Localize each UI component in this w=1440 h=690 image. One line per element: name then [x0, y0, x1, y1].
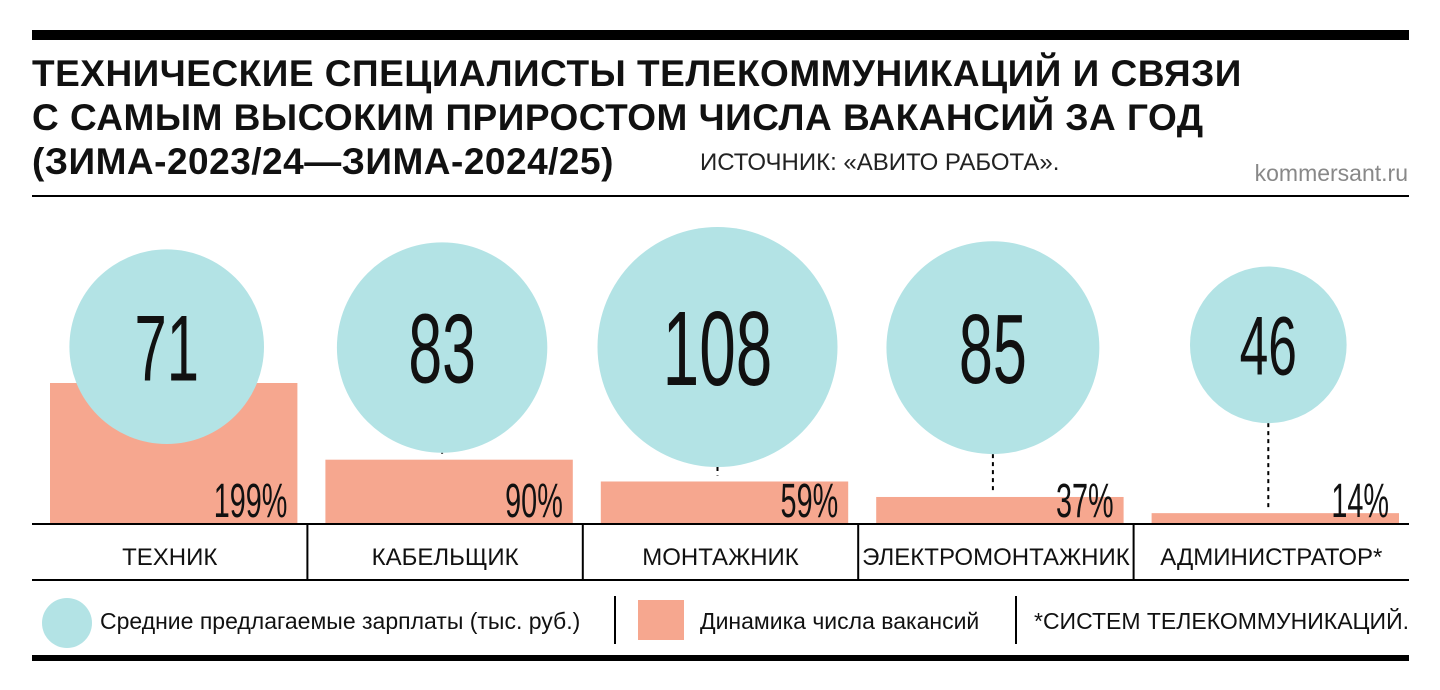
salary-value: 85 — [959, 295, 1027, 404]
bubble-bar-chart: 71 199% ТЕХНИК 83 90% КАБЕЛЬЩИК 108 59% МОНТАЖНИ… — [32, 227, 1409, 581]
category-label: ЭЛЕКТРОМОНТАЖНИК — [862, 544, 1130, 571]
category-label: ТЕХНИК — [122, 544, 217, 571]
category-label: АДМИНИСТРАТОР* — [1160, 544, 1382, 571]
legend-footnote: *СИСТЕМ ТЕЛЕКОММУНИКАЦИЙ. — [1034, 608, 1410, 634]
category-label: МОНТАЖНИК — [642, 544, 799, 571]
dynamics-label: 59% — [781, 475, 839, 528]
bottom-rule — [32, 655, 1409, 661]
legend-salary-label: Средние предлагаемые зарплаты (тыс. руб.… — [100, 608, 581, 634]
dynamics-bar — [1151, 513, 1399, 523]
legend-salary-swatch — [42, 598, 92, 648]
legend-dynamics-label: Динамика числа вакансий — [700, 608, 980, 634]
top-rule — [32, 30, 1409, 40]
salary-value: 108 — [663, 289, 773, 408]
salary-circle — [1189, 266, 1347, 424]
legend-divider — [614, 596, 616, 644]
legend: Средние предлагаемые зарплаты (тыс. руб.… — [32, 588, 1409, 648]
salary-value: 71 — [134, 297, 198, 400]
dynamics-label: 90% — [505, 475, 563, 528]
source-note: ИСТОЧНИК: «АВИТО РАБОТА». — [700, 149, 1060, 176]
dynamics-bar — [600, 481, 849, 523]
chart-title-line-3: (ЗИМА-2023/24—ЗИМА-2024/25) — [32, 141, 614, 182]
salary-circle — [336, 242, 548, 453]
legend-divider — [1015, 596, 1017, 644]
salary-value: 46 — [1240, 299, 1297, 393]
dynamics-bar — [876, 496, 1124, 523]
chart-title-line-2: С САМЫМ ВЫСОКИМ ПРИРОСТОМ ЧИСЛА ВАКАНСИЙ… — [32, 97, 1204, 138]
chart-title-line-1: ТЕХНИЧЕСКИЕ СПЕЦИАЛИСТЫ ТЕЛЕКОММУНИКАЦИЙ… — [32, 53, 1242, 94]
site-credit: kommersant.ru — [1254, 160, 1408, 186]
header-rule — [32, 195, 1409, 197]
dynamics-label: 199% — [214, 475, 288, 528]
salary-circle — [597, 227, 838, 467]
salary-value: 83 — [408, 295, 476, 404]
legend-dynamics-swatch — [638, 600, 684, 640]
category-label: КАБЕЛЬЩИК — [372, 544, 519, 571]
dynamics-label: 14% — [1331, 475, 1389, 528]
dynamics-label: 37% — [1056, 475, 1114, 528]
salary-circle — [886, 241, 1100, 455]
salary-circle — [69, 249, 264, 445]
dynamics-bar — [325, 459, 573, 523]
